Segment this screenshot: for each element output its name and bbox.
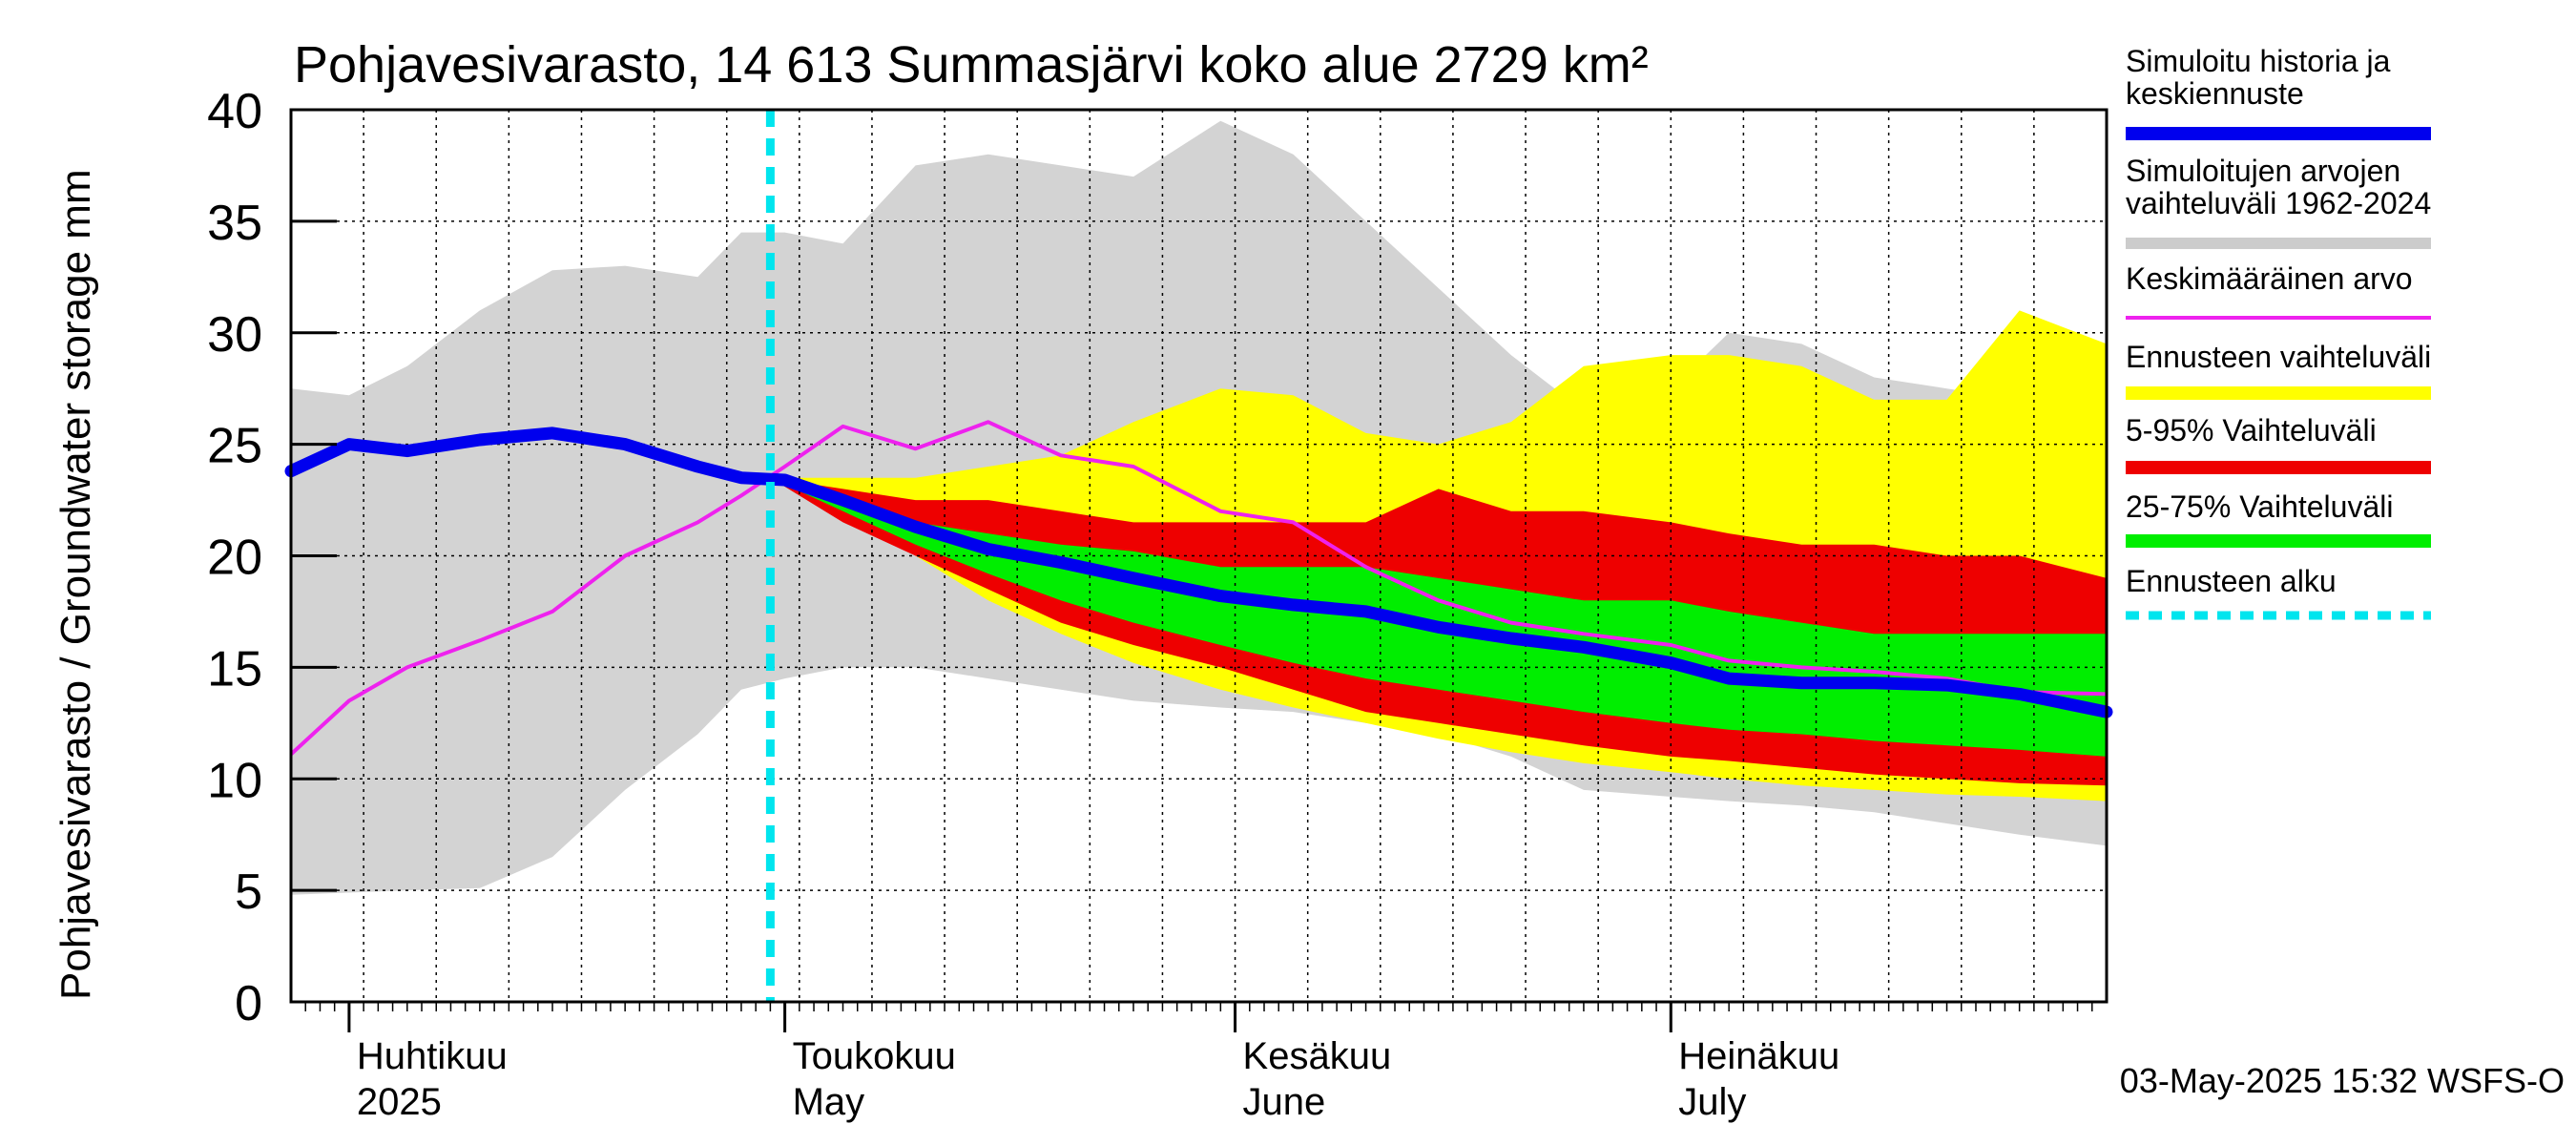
axes-layer bbox=[289, 108, 2109, 1032]
median-line bbox=[284, 427, 2113, 718]
y-tick-label: 40 bbox=[207, 84, 262, 139]
month-label-en: June bbox=[1243, 1081, 1326, 1123]
legend-label: 5-95% Vaihteluväli bbox=[2126, 413, 2377, 448]
legend-label: vaihteluväli 1962-2024 bbox=[2126, 186, 2431, 220]
y-tick-label: 25 bbox=[207, 419, 262, 474]
y-tick-label: 15 bbox=[207, 641, 262, 697]
y-tick-label: 10 bbox=[207, 753, 262, 808]
month-label-fi: Huhtikuu bbox=[357, 1035, 508, 1077]
plot-area bbox=[284, 108, 2113, 1032]
y-tick-label: 0 bbox=[235, 976, 262, 1031]
month-label-fi: Heinäkuu bbox=[1678, 1035, 1839, 1077]
month-label-fi: Toukokuu bbox=[793, 1035, 956, 1077]
legend-label: 25-75% Vaihteluväli bbox=[2126, 489, 2393, 524]
month-label-en: 2025 bbox=[357, 1081, 442, 1123]
month-label-fi: Kesäkuu bbox=[1243, 1035, 1392, 1077]
y-tick-label: 5 bbox=[235, 864, 262, 920]
lines-layer bbox=[284, 110, 2113, 1002]
y-tick-label: 20 bbox=[207, 531, 262, 586]
y-tick-label: 35 bbox=[207, 196, 262, 251]
timestamp: 03-May-2025 15:32 WSFS-O bbox=[2120, 1061, 2565, 1100]
legend-label: Simuloitujen arvojen bbox=[2126, 154, 2400, 188]
legend-label: Keskimääräinen arvo bbox=[2126, 261, 2413, 296]
month-label-en: July bbox=[1678, 1081, 1746, 1123]
y-tick-labels: 0 5 10 15 20 25 30 35 40 bbox=[207, 84, 262, 1031]
y-tick-label: 30 bbox=[207, 307, 262, 363]
legend-label: Simuloitu historia ja bbox=[2126, 44, 2391, 78]
legend-label: Ennusteen vaihteluväli bbox=[2126, 340, 2431, 374]
mean-line bbox=[289, 420, 2108, 756]
month-label-en: May bbox=[793, 1081, 865, 1123]
legend-label: Ennusteen alku bbox=[2126, 564, 2337, 598]
y-axis-label: Pohjavesivarasto / Groundwater storage m… bbox=[52, 169, 99, 1000]
chart-title: Pohjavesivarasto, 14 613 Summasjärvi kok… bbox=[294, 36, 1649, 94]
legend-label: keskiennuste bbox=[2126, 76, 2304, 111]
